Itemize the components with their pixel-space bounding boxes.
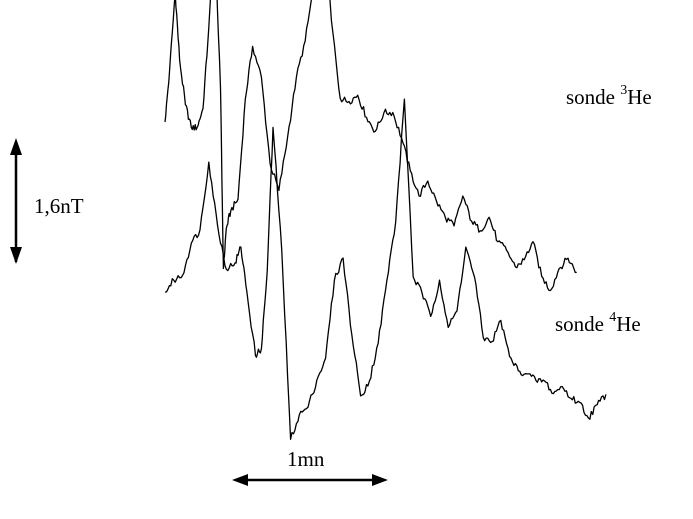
series-label-he3-element: He bbox=[627, 85, 652, 109]
trace-group bbox=[164, 0, 607, 440]
series-label-he3-prefix: sonde bbox=[566, 85, 621, 109]
trace-he3 bbox=[164, 0, 577, 292]
series-label-he3: sonde 3He bbox=[566, 83, 652, 109]
vertical-scale-label: 1,6nT bbox=[34, 194, 84, 218]
horizontal-scale-arrow-left bbox=[232, 474, 248, 486]
horizontal-scale-label: 1mn bbox=[287, 447, 325, 471]
series-label-he4-isotope: 4 bbox=[609, 310, 617, 325]
horizontal-scale-arrow-right bbox=[372, 474, 388, 486]
series-label-he3-isotope: 3 bbox=[620, 83, 628, 98]
series-label-he4-element: He bbox=[616, 312, 641, 336]
vertical-scale-arrow-down bbox=[10, 247, 22, 264]
series-label-he4-prefix: sonde bbox=[555, 312, 610, 336]
horizontal-scale-bar bbox=[232, 474, 388, 486]
vertical-scale-arrow-up bbox=[10, 138, 22, 155]
vertical-scale-bar bbox=[10, 138, 22, 264]
trace-he4 bbox=[164, 98, 607, 440]
series-label-he4: sonde 4He bbox=[555, 310, 641, 336]
